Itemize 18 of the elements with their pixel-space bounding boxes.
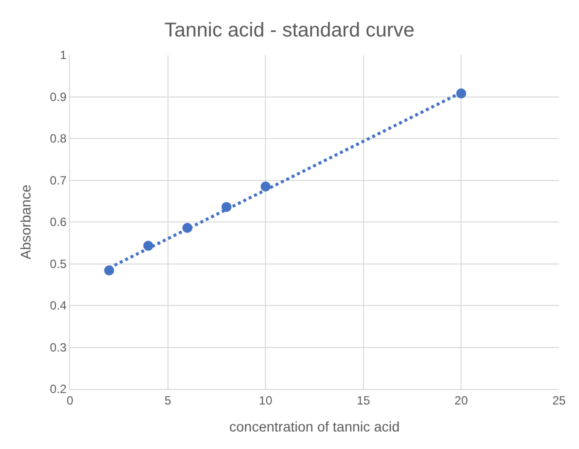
y-tick-label: 0.7 xyxy=(50,173,67,188)
y-tick-label: 0.2 xyxy=(50,382,67,396)
y-tick-label: 0.9 xyxy=(50,90,67,104)
y-tick-label: 1 xyxy=(60,48,67,62)
x-tick-label: 25 xyxy=(552,393,566,408)
y-tick-label: 0.6 xyxy=(50,215,67,230)
x-tick-label: 15 xyxy=(356,393,370,408)
y-axis-title: Absorbance xyxy=(18,184,34,260)
chart-title: Tannic acid - standard curve xyxy=(164,19,415,42)
y-tick-label: 0.3 xyxy=(50,340,67,354)
y-tick-label: 0.5 xyxy=(50,256,67,271)
y-tick-label: 0.8 xyxy=(50,132,67,146)
y-tick-label: 0.4 xyxy=(50,298,67,313)
x-tick-label: 20 xyxy=(454,393,468,408)
x-tick-label: 10 xyxy=(258,393,273,408)
x-axis-title: concentration of tannic acid xyxy=(229,418,400,435)
x-tick-label: 5 xyxy=(164,393,172,408)
x-tick-label: 0 xyxy=(66,393,74,408)
